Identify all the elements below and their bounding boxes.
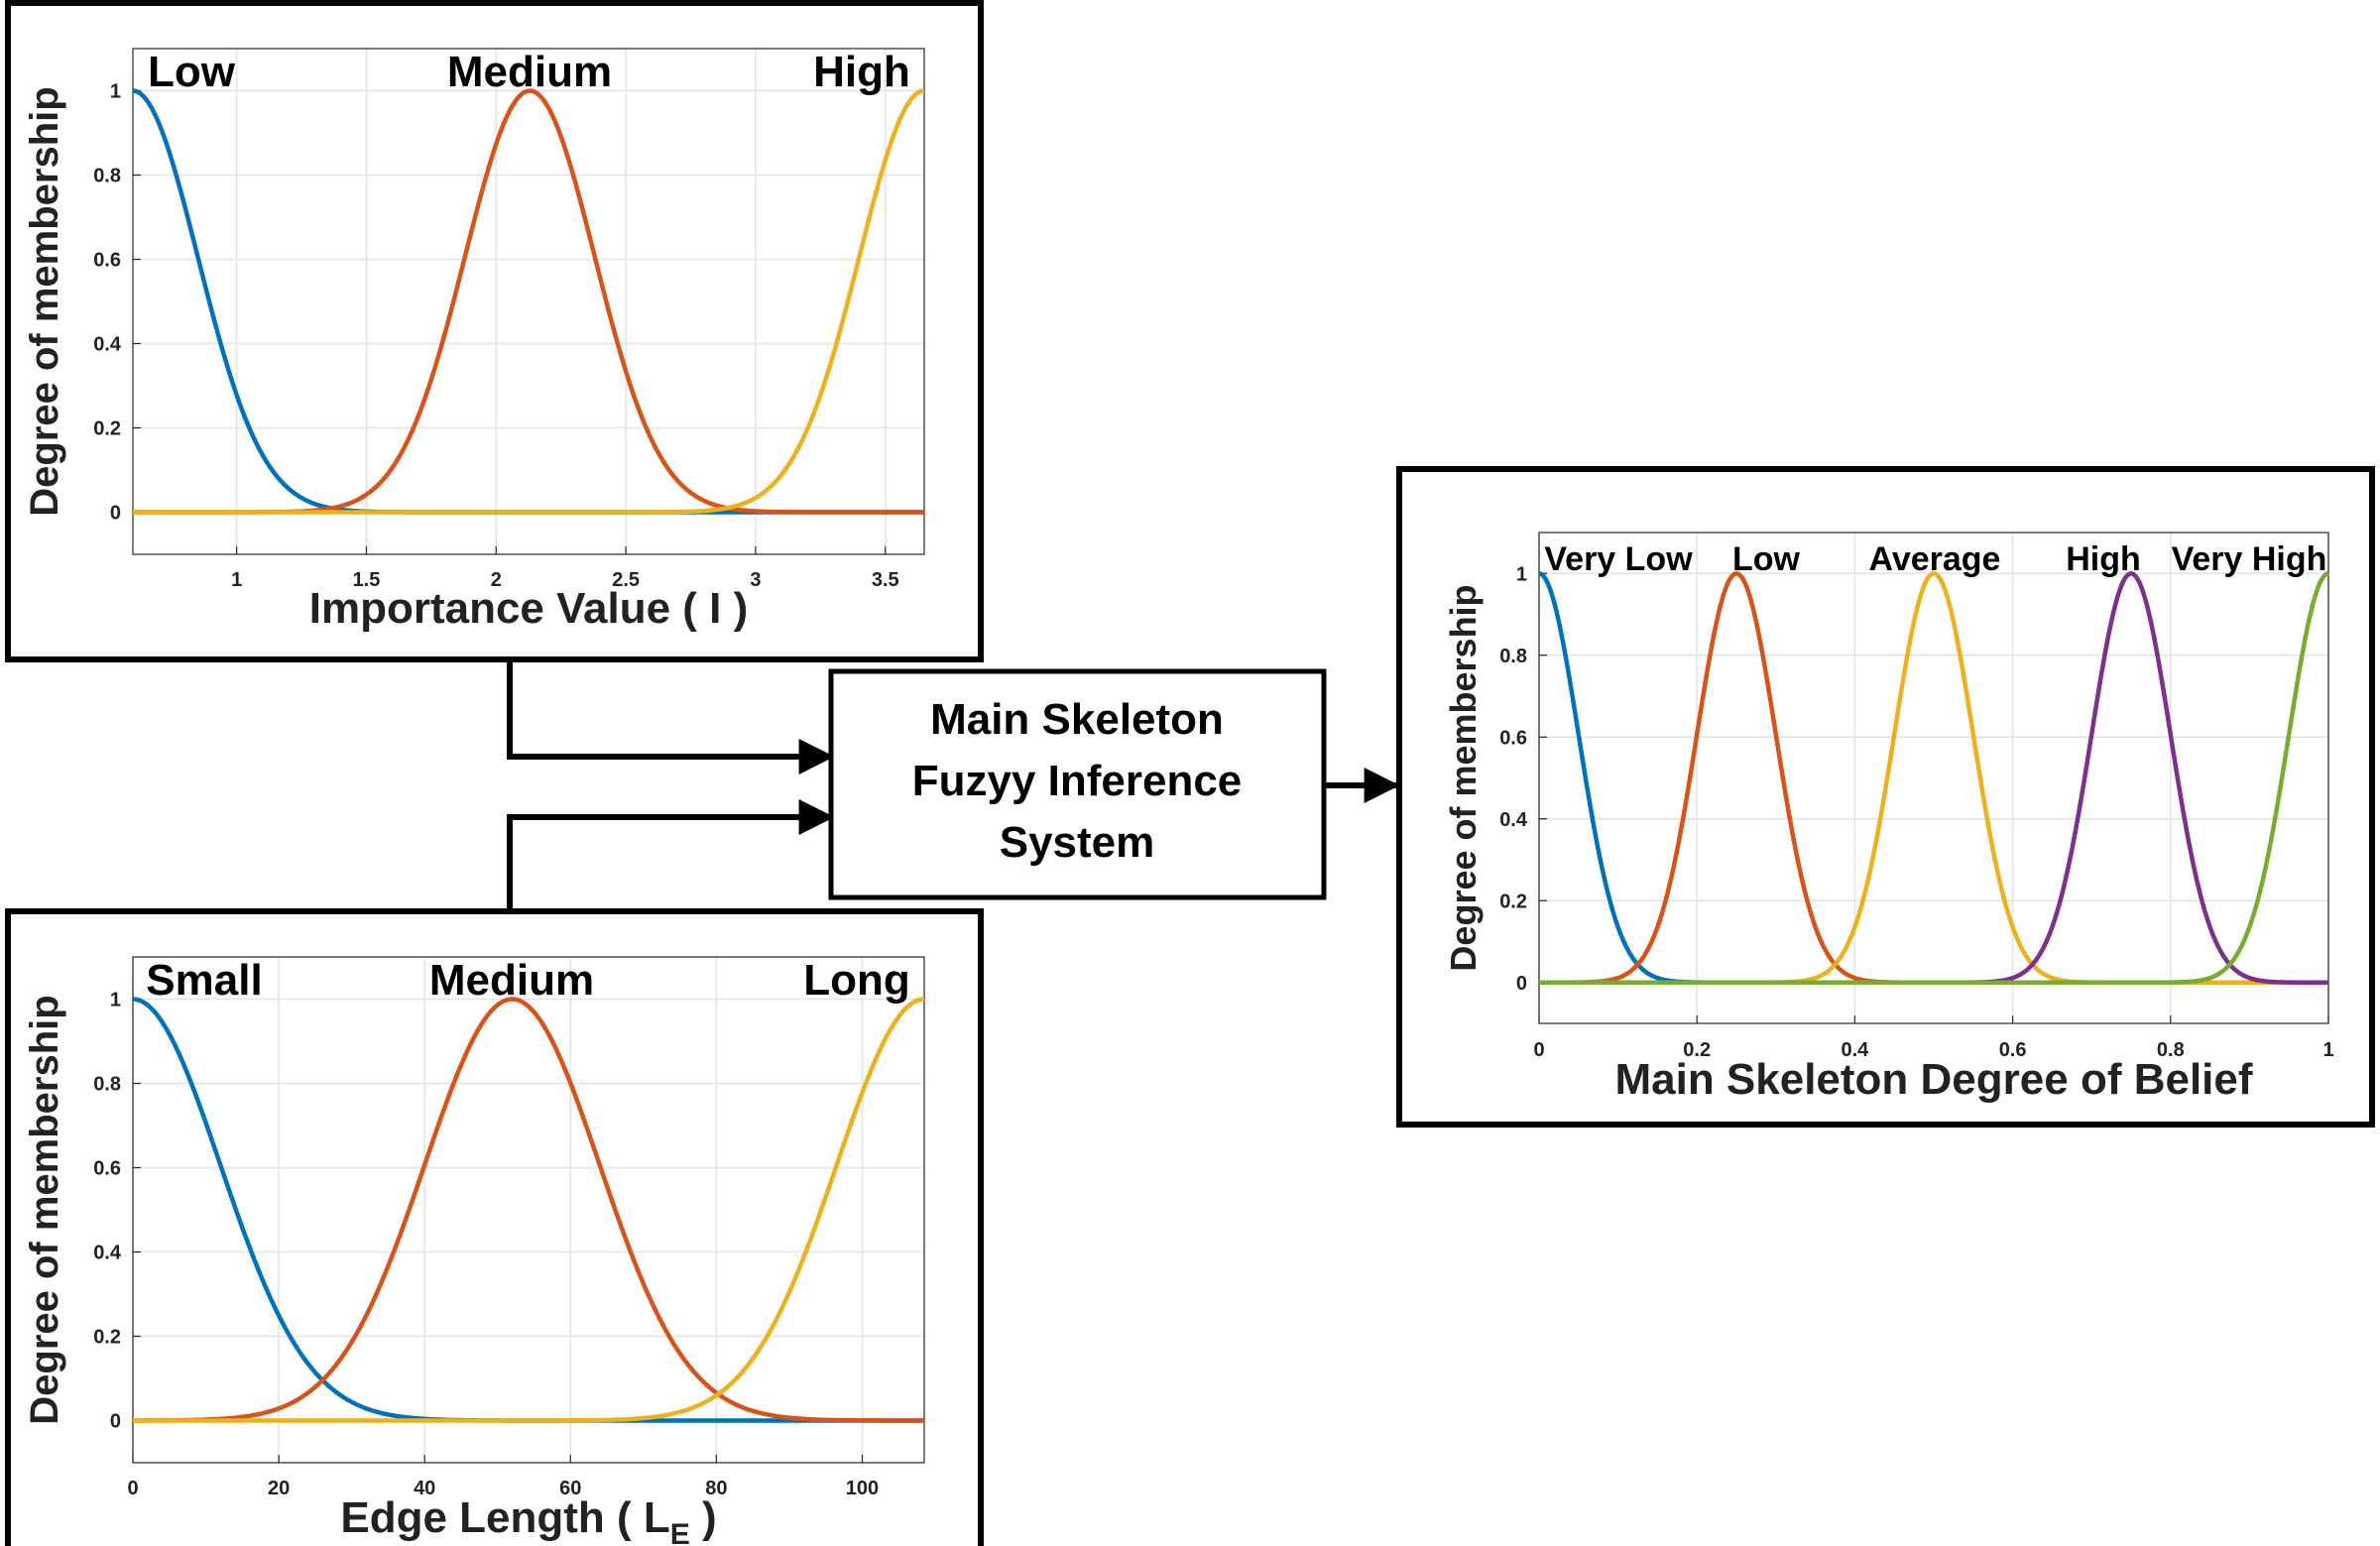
y-tick-label: 0.4 <box>1499 809 1528 831</box>
x-axis-label-subscript: E <box>670 1518 690 1546</box>
series-line-long <box>133 997 925 1423</box>
x-tick-label: 1 <box>231 569 242 591</box>
y-tick-label: 0.6 <box>93 250 121 272</box>
mf-label-high: High <box>2066 540 2141 578</box>
series-line-very-high <box>1539 571 2329 985</box>
x-axis-label-main: Edge Length ( L <box>340 1493 669 1542</box>
fis-title-line-1: Main Skeleton <box>930 695 1224 744</box>
mf-label-low: Low <box>1732 540 1801 578</box>
plot-area <box>133 49 924 554</box>
x-axis-label: Importance Value ( I ) <box>309 584 749 633</box>
y-tick-label: 1 <box>1516 563 1527 585</box>
connector-edge-to-fis <box>507 799 835 911</box>
x-axis-label: Edge Length ( LE ) <box>340 1493 716 1546</box>
mf-label-very-low: Very Low <box>1544 540 1693 578</box>
y-tick-label: 0 <box>1516 973 1527 995</box>
axes-box <box>132 48 925 555</box>
y-tick-label: 0.2 <box>93 418 121 440</box>
importance-chart: 1 1.5 2 2.5 3 3.5 0 0.2 0.4 0.6 0.8 1 Low Medium High D… <box>23 48 925 633</box>
mf-label-long: Long <box>803 956 910 1005</box>
y-tick-label: 0 <box>110 1411 121 1433</box>
series-line-high <box>133 88 925 515</box>
x-tick-label: 2 <box>491 569 502 591</box>
mf-label-medium: Medium <box>447 48 612 96</box>
mf-label-medium: Medium <box>429 956 594 1005</box>
plot-area <box>1539 533 2328 1023</box>
x-tick-label: 1.5 <box>353 569 381 591</box>
x-tick-label: 0 <box>127 1478 138 1499</box>
x-axis-label-main: Importance Value ( I ) <box>309 584 749 633</box>
mf-label-low: Low <box>148 48 236 96</box>
y-axis-label: Degree of membership <box>23 995 66 1424</box>
x-tick-label: 20 <box>268 1478 290 1499</box>
connector-importance-to-fis <box>507 659 835 774</box>
axes-box <box>132 956 925 1464</box>
mf-label-small: Small <box>146 956 262 1005</box>
edge-length-chart: 0 20 40 60 80 100 0 0.2 0.4 0.6 0.8 1 Small Medium Lon… <box>23 956 925 1546</box>
x-tick-label: 0.2 <box>1683 1039 1711 1061</box>
y-tick-label: 0.8 <box>1499 646 1527 667</box>
edge-length-frame <box>5 908 984 1546</box>
x-tick-label: 60 <box>559 1478 581 1499</box>
mf-label-average: Average <box>1869 540 2001 578</box>
y-tick-label: 0.8 <box>93 1074 121 1096</box>
x-tick-label: 100 <box>846 1478 879 1499</box>
y-tick-label: 0.8 <box>93 166 121 187</box>
y-tick-label: 0.4 <box>93 1243 122 1264</box>
axes-box <box>1538 532 2329 1024</box>
x-axis-label-suffix: ) <box>690 1493 717 1542</box>
y-tick-label: 1 <box>110 990 121 1011</box>
x-tick-label: 0.4 <box>1841 1039 1869 1061</box>
y-tick-label: 0.2 <box>1499 891 1527 912</box>
y-axis-label: Degree of membership <box>1443 584 1484 971</box>
y-tick-label: 1 <box>110 81 121 103</box>
x-tick-label: 0 <box>1533 1039 1544 1061</box>
y-axis-label: Degree of membership <box>23 86 66 516</box>
x-tick-label: 3.5 <box>872 569 899 591</box>
y-tick-label: 0.4 <box>93 334 122 356</box>
x-tick-label: 3 <box>750 569 761 591</box>
x-tick-label: 40 <box>414 1478 435 1499</box>
y-tick-label: 0.2 <box>93 1327 121 1349</box>
degree-of-belief-chart: 0 0.2 0.4 0.6 0.8 1 0 0.2 0.4 0.6 0.8 1 Very Low Low A… <box>1443 532 2334 1104</box>
x-tick-label: 1 <box>2322 1039 2333 1061</box>
fis-box-border <box>828 668 1327 900</box>
x-tick-label: 0.6 <box>1999 1039 2027 1061</box>
fis-title-line-2: Fuzyy Inference <box>912 757 1243 805</box>
y-tick-label: 0.6 <box>1499 727 1527 749</box>
fis-title-line-3: System <box>1000 818 1155 867</box>
y-tick-label: 0.6 <box>93 1158 121 1180</box>
importance-frame <box>5 0 984 662</box>
x-axis-label: Main Skeleton Degree of Belief <box>1614 1055 2252 1104</box>
x-axis-label-main: Main Skeleton Degree of Belief <box>1614 1055 2252 1104</box>
y-tick-label: 0 <box>110 503 121 525</box>
mf-label-high: High <box>813 48 910 96</box>
x-tick-label: 80 <box>705 1478 727 1499</box>
series-line-medium <box>133 997 924 1423</box>
plot-area <box>133 957 924 1463</box>
x-tick-label: 0.8 <box>2157 1039 2185 1061</box>
fis-box: Main Skeleton Fuzyy Inference System <box>828 668 1327 900</box>
x-tick-label: 2.5 <box>612 569 640 591</box>
mf-label-very-high: Very High <box>2172 540 2327 578</box>
